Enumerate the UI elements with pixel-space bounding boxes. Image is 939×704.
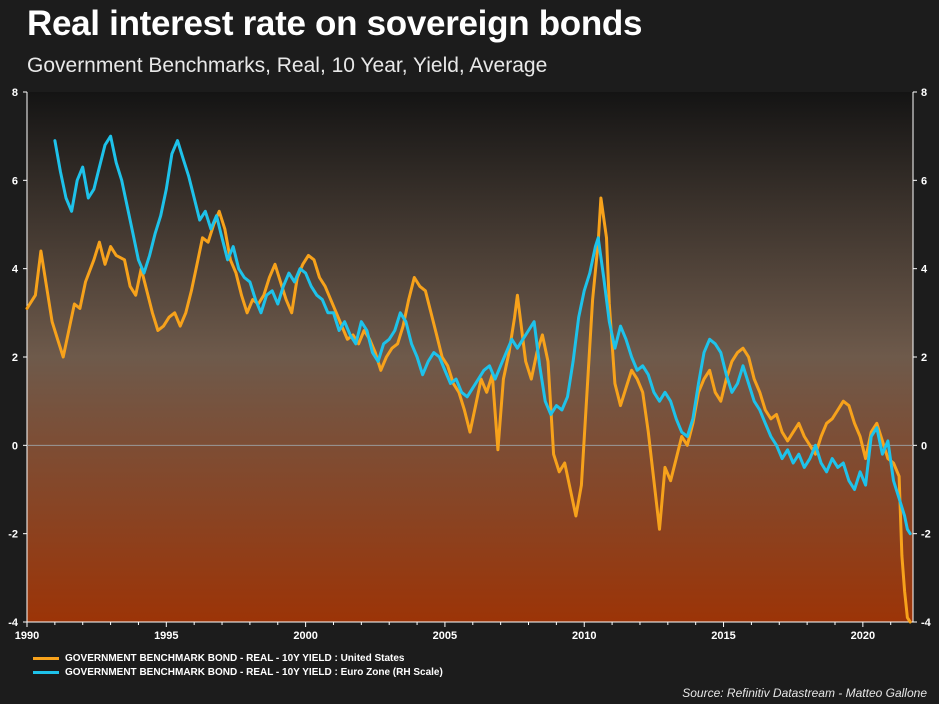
y-tick-label-right: 6 [921, 175, 927, 187]
y-tick-label-right: 4 [921, 264, 928, 276]
legend-label-us: GOVERNMENT BENCHMARK BOND - REAL - 10Y Y… [65, 652, 405, 664]
y-tick-label-left: 4 [12, 264, 19, 276]
y-tick-label-left: 2 [12, 352, 18, 364]
series-line-us [25, 196, 912, 624]
y-tick-label-right: -2 [921, 529, 931, 541]
legend: GOVERNMENT BENCHMARK BOND - REAL - 10Y Y… [33, 651, 443, 679]
series-lines [25, 134, 912, 624]
y-tick-label-right: 2 [921, 352, 927, 364]
source-note: Source: Refinitiv Datastream - Matteo Ga… [682, 686, 927, 700]
y-tick-label-left: 6 [12, 175, 18, 187]
y-tick-label-left: -4 [8, 617, 19, 629]
y-tick-label-left: 8 [12, 87, 18, 99]
legend-label-ez: GOVERNMENT BENCHMARK BOND - REAL - 10Y Y… [65, 666, 443, 678]
series-line-ez [53, 134, 912, 536]
y-tick-label-right: 8 [921, 87, 927, 99]
plot-background [27, 92, 913, 622]
legend-item-us: GOVERNMENT BENCHMARK BOND - REAL - 10Y Y… [33, 651, 443, 665]
chart-subtitle: Government Benchmarks, Real, 10 Year, Yi… [27, 54, 548, 77]
x-tick-label: 2005 [433, 630, 457, 642]
chart-title: Real interest rate on sovereign bonds [27, 4, 643, 43]
y-tick-label-right: 0 [921, 440, 927, 452]
y-tick-label-left: -2 [8, 529, 18, 541]
x-tick-label: 2010 [572, 630, 596, 642]
legend-swatch-ez [33, 670, 59, 674]
x-tick-label: 2000 [293, 630, 317, 642]
legend-item-ez: GOVERNMENT BENCHMARK BOND - REAL - 10Y Y… [33, 665, 443, 679]
axes: -4 -4 -2 -2 0 0 2 2 4 4 6 6 8 8 1990 1995 2000 2005 2010 20… [8, 87, 931, 642]
y-tick-label-left: 0 [12, 440, 18, 452]
x-tick-label: 1990 [15, 630, 39, 642]
x-tick-label: 2015 [711, 630, 735, 642]
y-tick-label-right: -4 [921, 617, 932, 629]
legend-swatch-us [33, 656, 59, 660]
x-tick-label: 1995 [154, 630, 178, 642]
x-tick-label: 2020 [851, 630, 875, 642]
